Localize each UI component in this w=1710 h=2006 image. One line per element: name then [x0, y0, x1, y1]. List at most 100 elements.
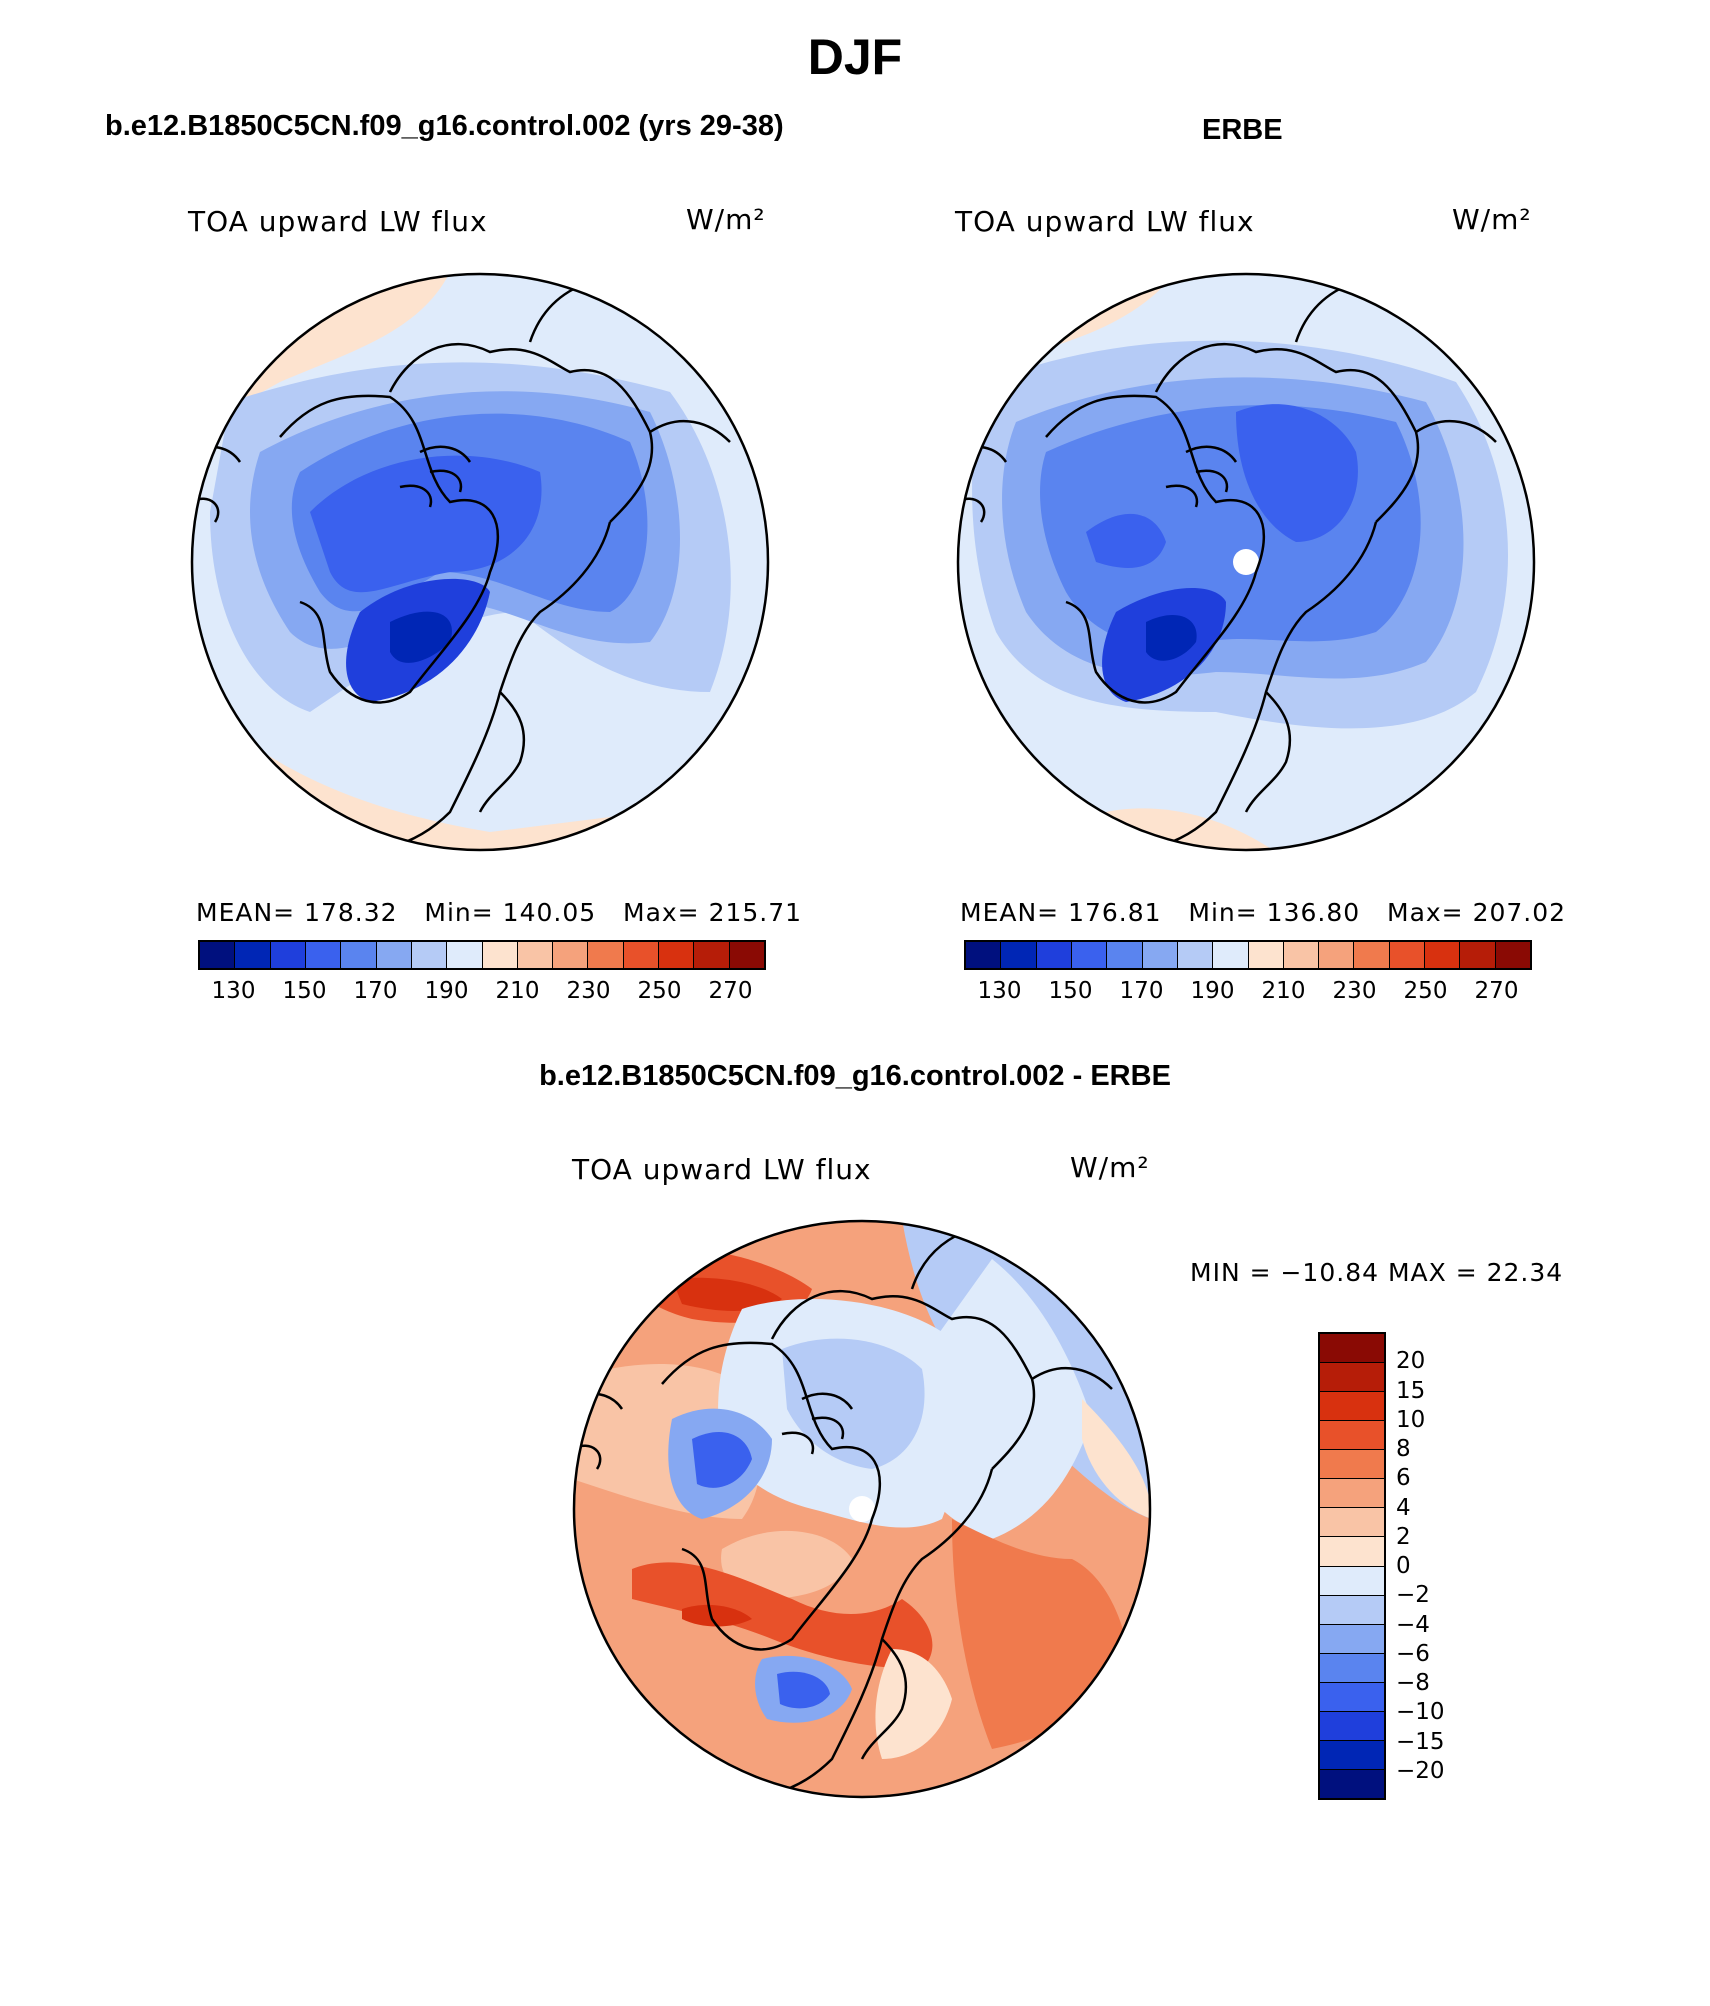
colorbar-box	[694, 942, 730, 968]
colorbar-tick-label: −6	[1396, 1640, 1430, 1667]
colorbar-tick-label: 6	[1396, 1465, 1411, 1492]
colorbar-tick-label: 190	[1190, 978, 1235, 1004]
model-max-label: Max=	[623, 898, 700, 927]
colorbar-tick-label: 250	[637, 978, 682, 1004]
colorbar-box	[270, 942, 306, 968]
colorbar-box	[659, 942, 695, 968]
colorbar-box	[376, 942, 412, 968]
colorbar-box	[1248, 942, 1284, 968]
colorbar-box	[1320, 1769, 1384, 1798]
model-max-value: 215.71	[708, 898, 803, 927]
colorbar-box	[1036, 942, 1072, 968]
colorbar-box	[305, 942, 342, 968]
colorbar-tick-label: 130	[211, 978, 256, 1004]
colorbar-box	[235, 942, 271, 968]
colorbar-tick-label: −20	[1396, 1757, 1445, 1784]
model-variable-label: TOA upward LW flux	[188, 205, 488, 238]
colorbar-box	[1320, 1537, 1384, 1567]
colorbar-tick-label: 230	[1332, 978, 1377, 1004]
colorbar-box	[1425, 942, 1461, 968]
colorbar-tick-label: 130	[977, 978, 1022, 1004]
colorbar-tick-label: −8	[1396, 1670, 1430, 1696]
obs-max-label: Max=	[1387, 898, 1464, 927]
colorbar-box	[447, 942, 483, 968]
colorbar-tick-label: −2	[1396, 1582, 1430, 1609]
colorbar-tick-label: 150	[1048, 978, 1093, 1004]
colorbar-box	[623, 942, 660, 968]
model-colorbar	[198, 940, 766, 970]
colorbar-tick-label: 170	[1119, 978, 1164, 1004]
colorbar-tick-label: 250	[1403, 978, 1448, 1004]
colorbar-box	[1320, 1450, 1384, 1480]
obs-panel-header: ERBE	[1202, 114, 1283, 146]
colorbar-box	[1283, 942, 1320, 968]
colorbar-box	[1354, 942, 1390, 968]
colorbar-box	[1320, 1711, 1384, 1741]
model-min-value: 140.05	[502, 898, 597, 927]
colorbar-box	[1320, 1421, 1384, 1451]
colorbar-box	[1320, 1682, 1384, 1712]
colorbar-box	[200, 942, 236, 968]
colorbar-tick-label: 4	[1396, 1494, 1411, 1521]
colorbar-box	[1320, 1479, 1384, 1509]
model-stats: MEAN= 178.32 Min= 140.05 Max= 215.71	[196, 898, 802, 927]
colorbar-tick-label: 150	[282, 978, 327, 1004]
colorbar-box	[1142, 942, 1178, 968]
colorbar-box	[1107, 942, 1143, 968]
obs-min-value: 136.80	[1266, 898, 1361, 927]
diff-panel-header: b.e12.B1850C5CN.f09_g16.control.002 - ER…	[539, 1060, 1171, 1092]
colorbar-box	[341, 942, 377, 968]
colorbar-box	[482, 942, 518, 968]
colorbar-box	[1495, 942, 1530, 968]
colorbar-tick-label: 230	[566, 978, 611, 1004]
colorbar-tick-label: −15	[1396, 1728, 1445, 1755]
diff-polar-map	[572, 1219, 1152, 1799]
colorbar-box	[1320, 1624, 1384, 1654]
diff-colorbar-ticks: 20 15 10 8 6 4 2 0 −2 −4 −6 −8 −10 −15 −20	[1396, 1332, 1476, 1800]
obs-units-label: W/m²	[1452, 203, 1532, 236]
colorbar-box	[1320, 1508, 1384, 1538]
obs-min-label: Min=	[1188, 898, 1258, 927]
colorbar-tick-label: 270	[1474, 978, 1519, 1004]
colorbar-box	[1460, 942, 1496, 968]
model-colorbar-ticks: 130 150 170 190 210 230 250 270	[198, 978, 766, 1008]
obs-polar-map	[956, 272, 1536, 852]
colorbar-tick-label: 8	[1396, 1436, 1411, 1462]
colorbar-box	[588, 942, 624, 968]
colorbar-box	[1320, 1392, 1384, 1422]
colorbar-tick-label: 190	[424, 978, 469, 1004]
diff-colorbar	[1318, 1332, 1386, 1800]
colorbar-box	[517, 942, 554, 968]
colorbar-box	[1320, 1363, 1384, 1393]
colorbar-tick-label: 210	[495, 978, 540, 1004]
model-units-label: W/m²	[686, 203, 766, 236]
colorbar-box	[1320, 1595, 1384, 1625]
colorbar-box	[966, 942, 1002, 968]
colorbar-box	[1213, 942, 1249, 968]
colorbar-box	[1320, 1566, 1384, 1596]
colorbar-box	[553, 942, 589, 968]
obs-max-value: 207.02	[1472, 898, 1567, 927]
colorbar-box	[411, 942, 448, 968]
colorbar-box	[1319, 942, 1355, 968]
colorbar-box	[1320, 1740, 1384, 1770]
colorbar-box	[1177, 942, 1214, 968]
obs-mean-label: MEAN=	[960, 898, 1060, 927]
obs-colorbar	[964, 940, 1532, 970]
colorbar-box	[1001, 942, 1037, 968]
diff-variable-label: TOA upward LW flux	[572, 1153, 872, 1186]
colorbar-tick-label: 270	[708, 978, 753, 1004]
colorbar-box	[1389, 942, 1426, 968]
colorbar-tick-label: 2	[1396, 1523, 1411, 1550]
model-mean-label: MEAN=	[196, 898, 296, 927]
colorbar-tick-label: 10	[1396, 1406, 1426, 1433]
obs-colorbar-ticks: 130 150 170 190 210 230 250 270	[964, 978, 1532, 1008]
colorbar-tick-label: −10	[1396, 1699, 1445, 1726]
obs-stats: MEAN= 176.81 Min= 136.80 Max= 207.02	[960, 898, 1566, 927]
colorbar-box	[1071, 942, 1108, 968]
colorbar-box	[1320, 1653, 1384, 1683]
obs-variable-label: TOA upward LW flux	[955, 205, 1255, 238]
model-mean-value: 178.32	[304, 898, 398, 927]
obs-mean-value: 176.81	[1068, 898, 1162, 927]
colorbar-tick-label: 210	[1261, 978, 1306, 1004]
